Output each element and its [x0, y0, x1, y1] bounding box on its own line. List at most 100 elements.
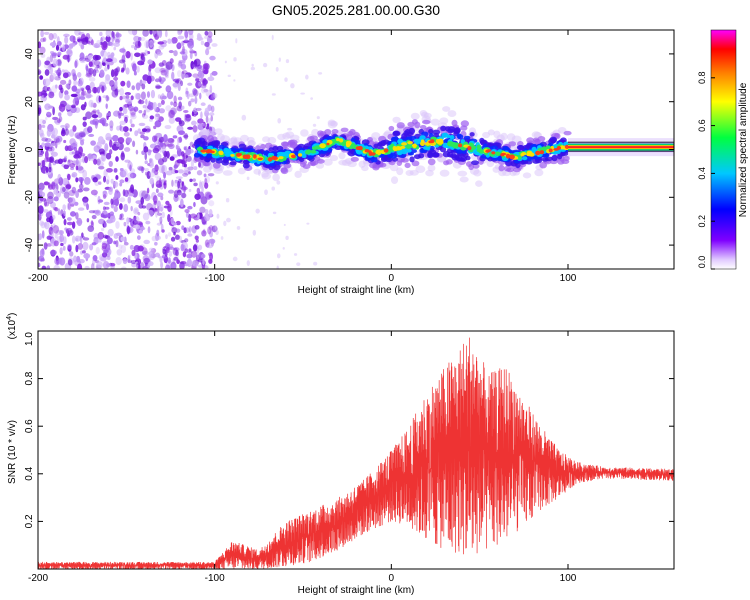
spectrogram-noise-blob: [79, 87, 83, 91]
spectrogram-noise-blob: [46, 217, 51, 223]
spectrogram-signal-blob: [223, 147, 229, 154]
spectrogram-noise-blob: [143, 146, 149, 153]
spectrogram-noise-blob: [137, 235, 141, 240]
spectrogram-noise-blob: [122, 189, 126, 197]
spectrogram-speckle: [285, 235, 289, 241]
spectrogram-signal-blob: [230, 153, 235, 157]
spectrogram-speckle: [287, 127, 292, 131]
spectrogram-noise-blob: [119, 106, 123, 112]
spectrogram-signal-blob: [454, 127, 461, 134]
spectrogram-noise-blob: [53, 264, 60, 269]
spectrogram-signal-blob: [463, 135, 471, 140]
spectrogram-signal-blob: [213, 167, 224, 174]
spectrogram-noise-blob: [64, 90, 69, 96]
spectrogram-noise-blob: [97, 112, 103, 118]
spectrogram-noise-blob: [55, 84, 58, 89]
spectrogram-noise-blob: [75, 212, 79, 220]
spectrogram-noise-blob: [75, 165, 79, 171]
spectrogram-noise-blob: [43, 242, 48, 250]
spectrogram-noise-blob: [198, 181, 203, 189]
spectrogram-noise-blob: [196, 252, 201, 259]
spectrogram-signal-blob: [280, 141, 289, 147]
spectrogram-signal-blob: [479, 137, 485, 144]
spectrogram-noise-blob: [146, 91, 151, 98]
spectrogram-noise-blob: [113, 110, 120, 117]
spectrogram-speckle: [233, 79, 236, 82]
spectrogram-noise-blob: [150, 89, 156, 99]
spectrogram-noise-blob: [125, 94, 130, 101]
spectrogram-noise-blob: [115, 240, 119, 248]
spectrogram-signal-blob: [257, 157, 263, 161]
spectrogram-signal-blob: [456, 148, 463, 154]
spectrogram-signal-blob: [469, 132, 475, 137]
spectrogram-noise-blob: [154, 145, 162, 152]
spectrogram-noise-blob: [99, 31, 103, 37]
spectrogram-noise-blob: [48, 91, 55, 99]
spectrogram-signal-blob: [291, 154, 296, 159]
spectrogram-noise-blob: [164, 68, 169, 77]
colorbar-tick-label: 0.8: [697, 72, 707, 85]
spectrogram-noise-blob: [144, 152, 148, 161]
spectrogram-noise-blob: [92, 177, 98, 183]
spectrogram-signal-blob: [404, 129, 411, 136]
spectrogram-noise-blob: [69, 251, 74, 257]
spectrogram-noise-blob: [193, 58, 201, 67]
spectrogram-noise-blob: [81, 37, 89, 45]
spectrogram-noise-blob: [186, 258, 193, 268]
spectrogram-noise-blob: [153, 135, 158, 142]
spectrogram-noise-blob: [102, 62, 106, 67]
spectrogram-signal-blob: [419, 124, 427, 130]
spectrogram-signal-blob: [447, 110, 457, 117]
spectrogram-noise-blob: [96, 158, 101, 166]
spectrogram-noise-blob: [122, 50, 127, 56]
spectrogram-noise-blob: [133, 215, 137, 221]
spectrogram-signal-blob: [414, 140, 421, 145]
spectrogram-noise-blob: [108, 186, 113, 192]
spectrogram-x-tick-label: 100: [560, 273, 577, 284]
spectrogram-noise-blob: [194, 225, 200, 230]
spectrogram-noise-blob: [184, 38, 188, 42]
snr-frame: [37, 330, 675, 570]
spectrogram-signal-blob: [442, 151, 451, 158]
spectrogram-noise-blob: [110, 41, 115, 47]
spectrogram-noise-blob: [141, 166, 144, 174]
spectrogram-noise-blob: [148, 75, 155, 82]
spectrogram-noise-blob: [59, 79, 67, 85]
spectrogram-noise-blob: [54, 134, 58, 139]
spectrogram-noise-blob: [119, 197, 126, 203]
spectrogram-signal-blob: [422, 119, 431, 125]
spectrogram-noise-blob: [125, 50, 131, 59]
spectrogram-noise-blob: [154, 67, 162, 74]
spectrogram-noise-blob: [179, 51, 186, 55]
spectrogram-noise-blob: [161, 146, 167, 152]
spectrogram-noise-blob: [157, 41, 165, 45]
spectrogram-signal-blob: [442, 106, 451, 112]
spectrogram-noise-blob: [112, 199, 120, 206]
spectrogram-noise-blob: [199, 92, 202, 100]
spectrogram-noise-blob: [105, 103, 108, 109]
spectrogram-noise-blob: [66, 202, 70, 210]
spectrogram-noise-blob: [50, 142, 55, 147]
spectrogram-noise-blob: [44, 201, 50, 207]
spectrogram-noise-blob: [127, 196, 132, 204]
spectrogram-noise-blob: [75, 237, 79, 242]
spectrogram-noise-blob: [107, 228, 114, 237]
spectrogram-noise-blob: [192, 178, 196, 182]
spectrogram-noise-blob: [39, 46, 46, 54]
spectrogram-signal-blob: [522, 144, 530, 150]
spectrogram-signal-blob: [415, 165, 426, 174]
spectrogram-speckle: [271, 93, 276, 96]
spectrogram-noise-blob: [44, 150, 49, 160]
spectrogram-noise-blob: [47, 191, 54, 200]
spectrogram-noise-blob: [38, 69, 42, 76]
spectrogram-noise-blob: [211, 71, 218, 76]
spectrogram-noise-blob: [74, 60, 78, 69]
spectrogram-signal-blob: [253, 168, 262, 175]
snr-y-label: SNR (10 * v/v): [7, 420, 18, 484]
spectrogram-noise-blob: [159, 204, 164, 212]
spectrogram-noise-blob: [188, 226, 192, 234]
spectrogram-signal-blob: [448, 141, 454, 147]
colorbar-tick-label: 0.2: [697, 215, 707, 228]
spectrogram-noise-blob: [130, 184, 135, 193]
